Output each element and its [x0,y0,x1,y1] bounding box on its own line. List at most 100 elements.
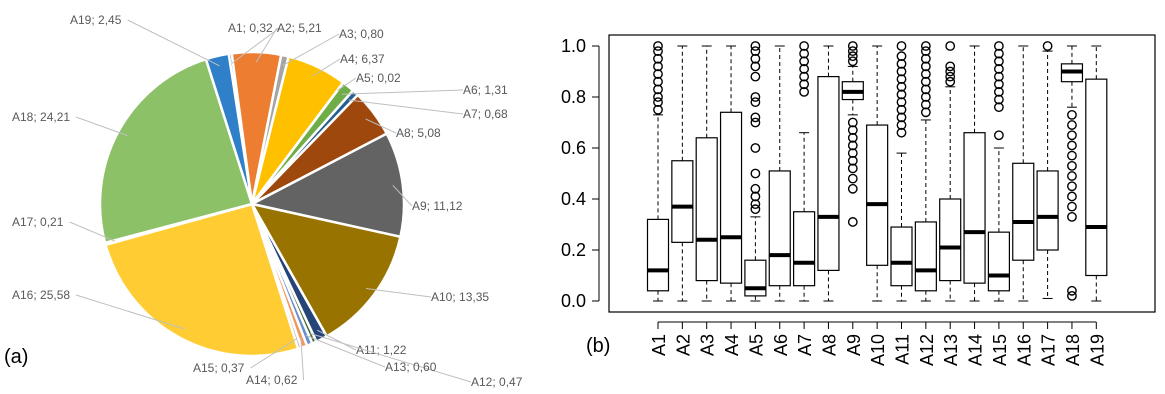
box-iqr [914,221,937,292]
outlier-point [896,58,907,69]
outlier-point [1067,120,1077,130]
outlier-point [896,41,907,51]
box-a6 [768,45,791,302]
leader-line-a4 [312,58,341,77]
box-a19 [1085,45,1108,302]
outlier-point [799,71,809,82]
panel-label-b: (b) [586,335,610,357]
outlier-point [750,168,761,179]
outlier-point [1067,191,1077,202]
leader-line-a2 [255,27,278,63]
box-iqr [817,75,840,272]
pie-label-a3: A3; 0,80 [339,27,384,41]
outlier-point [847,132,858,143]
box-a7 [792,41,816,302]
pie-label-a18: A18; 24,21 [12,110,70,124]
outlier-point [920,107,931,118]
pie-label-a5: A5; 0,02 [356,71,401,85]
outlier-point [750,112,761,123]
pie-label-a9: A9; 11,12 [412,199,463,213]
x-tick-label: A19 [1087,334,1107,366]
outlier-point [896,104,907,115]
box-iqr [939,198,962,282]
x-tick-label: A11 [893,334,913,365]
y-tick-label: 0.0 [561,291,586,311]
outlier-point [1067,285,1077,296]
outlier-point [994,79,1004,90]
outlier-point [896,66,907,77]
outlier-point [653,53,663,64]
x-tick-label: A10 [868,334,888,366]
outlier-point [994,56,1004,67]
plot-frame [608,34,1156,313]
x-tick-label: A16 [1014,334,1034,366]
x-tick-label: A9 [844,334,864,356]
outlier-point [1067,201,1077,212]
x-tick-label: A6 [771,334,791,356]
panel-label-a: (a) [4,346,28,368]
outlier-point [920,76,931,87]
outlier-point [750,191,761,202]
box-iqr [1085,78,1108,277]
outlier-point [1067,211,1077,222]
x-tick-label: A4 [722,334,742,356]
outlier-point [945,66,956,77]
outlier-point [896,97,907,108]
outlier-point [920,41,931,51]
outlier-point [653,41,663,51]
box-a17 [1036,41,1059,299]
y-tick-label: 0.6 [561,138,586,158]
outlier-point [750,61,761,72]
box-a13 [939,41,962,302]
leader-line-a5 [337,77,357,91]
leader-line-a16 [75,294,185,330]
outlier-point [1067,130,1077,141]
leader-line-a12 [310,333,472,383]
boxplot-chart: 0.00.20.40.60.81.0A1 A2 A3 A4 A5 A6 A7 A8 A9 A10 A… [561,34,1156,366]
x-tick-label: A1 [649,334,669,356]
outlier-point [750,183,761,194]
outlier-point [994,102,1004,113]
x-tick-label: A7 [795,334,815,356]
outlier-point [653,61,663,72]
outlier-point [945,41,956,51]
outlier-point [750,71,761,82]
outlier-point [920,92,931,102]
leader-line-a18 [75,116,128,137]
outlier-point [920,99,931,110]
x-tick-label: A18 [1063,334,1083,366]
outlier-point [750,204,761,215]
pie-slice-a18 [98,57,254,245]
outlier-point [750,92,761,102]
outlier-point [994,94,1004,105]
outlier-point [799,87,809,97]
box-a18 [1060,45,1084,301]
outlier-point [1067,290,1077,301]
x-tick-label: A3 [698,334,718,356]
outlier-point [1067,140,1077,151]
x-tick-label: A17 [1039,334,1059,366]
pie-label-a4: A4; 6,37 [340,52,385,66]
box-a3 [695,45,718,302]
outlier-point [847,183,858,194]
leader-line-a6 [341,89,464,95]
pie-label-a17: A17; 0,21 [12,215,64,229]
outlier-point [1067,181,1077,192]
pie-slice-a10 [249,202,402,339]
outlier-point [750,117,761,128]
leader-line-a13 [305,334,386,368]
box-iqr [695,137,718,282]
outlier-point [994,48,1004,59]
box-iqr [963,132,986,284]
y-tick-label: 0.8 [561,87,586,107]
outlier-point [847,46,858,56]
box-a2 [671,45,694,302]
box-iqr [719,111,743,284]
outlier-point [920,46,931,56]
outlier-point [653,97,663,108]
leader-line-a19 [127,19,220,67]
outlier-point [1067,160,1077,171]
outlier-point [799,56,809,67]
pie-label-a1: A1; 0,32 [228,21,273,35]
